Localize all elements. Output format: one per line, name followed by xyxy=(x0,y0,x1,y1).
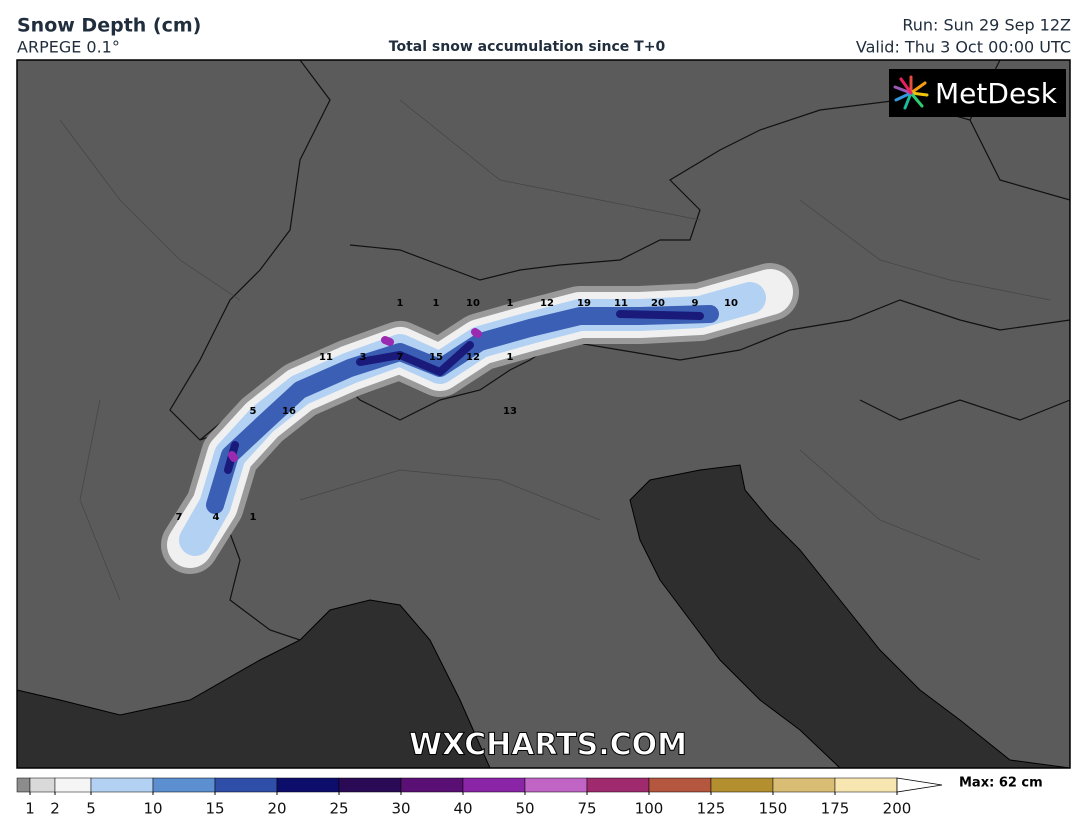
colorbar-segment xyxy=(338,777,402,793)
point-label: 16 xyxy=(282,406,296,417)
colorbar-tick-label: 1 xyxy=(25,800,35,818)
colorbar-tick-label: 75 xyxy=(577,800,596,818)
colorbar-tick-label: 5 xyxy=(86,800,96,818)
point-label: 7 xyxy=(397,352,404,363)
colorbar-segment xyxy=(648,777,712,793)
colorbar-segment xyxy=(462,777,526,793)
point-label: 12 xyxy=(466,352,480,363)
colorbar-segment xyxy=(400,777,464,793)
point-label: 7 xyxy=(176,512,183,523)
map-frame xyxy=(16,59,1071,769)
colorbar-under xyxy=(16,777,31,793)
colorbar-tick-label: 150 xyxy=(759,800,788,818)
point-label: 1 xyxy=(507,352,514,363)
point-label: 10 xyxy=(724,298,738,309)
colorbar-segment xyxy=(524,777,588,793)
point-label: 11 xyxy=(614,298,628,309)
point-label: 10 xyxy=(466,298,480,309)
point-label: 13 xyxy=(503,406,517,417)
colorbar-segment xyxy=(29,777,56,793)
colorbar-segment xyxy=(834,777,898,793)
point-label: 9 xyxy=(692,298,699,309)
colorbar-tick-label: 20 xyxy=(267,800,286,818)
model: ARPEGE 0.1° xyxy=(17,38,120,57)
colorbar-tick-label: 10 xyxy=(143,800,162,818)
colorbar-segment xyxy=(54,777,92,793)
colorbar-segment xyxy=(214,777,278,793)
title: Snow Depth (cm) xyxy=(17,15,201,37)
point-label: 4 xyxy=(213,512,220,523)
colorbar-tick-label: 175 xyxy=(821,800,850,818)
borders xyxy=(169,60,1070,641)
logo-mark xyxy=(893,75,929,110)
point-label: 19 xyxy=(577,298,591,309)
point-label: 1 xyxy=(507,298,514,309)
colorbar-tick-label: 40 xyxy=(453,800,472,818)
point-label: 3 xyxy=(360,352,367,363)
colorbar-segment xyxy=(710,777,774,793)
colorbar-segment xyxy=(152,777,216,793)
colorbar-tick-label: 25 xyxy=(329,800,348,818)
point-label: 5 xyxy=(250,406,257,417)
point-label: 1 xyxy=(397,298,404,309)
colorbar-segment xyxy=(90,777,154,793)
colorbar-tick-label: 50 xyxy=(515,800,534,818)
colorbar-over xyxy=(896,777,943,793)
colorbar-tick-label: 15 xyxy=(205,800,224,818)
colorbar-tick-label: 100 xyxy=(635,800,664,818)
valid-time: Valid: Thu 3 Oct 00:00 UTC xyxy=(856,38,1071,57)
watermark: WXCHARTS.COM xyxy=(409,728,687,763)
colorbar-tick-label: 200 xyxy=(883,800,912,818)
point-label: 1 xyxy=(433,298,440,309)
subtitle: Total snow accumulation since T+0 xyxy=(389,39,666,55)
snow-cover xyxy=(161,263,799,574)
colorbar-tick-label: 30 xyxy=(391,800,410,818)
sea-adriatic xyxy=(629,464,1070,768)
colorbar-segment xyxy=(772,777,836,793)
rivers xyxy=(59,99,1051,601)
colorbar-segment xyxy=(276,777,340,793)
logo-text: MetDesk xyxy=(935,77,1058,110)
run-time: Run: Sun 29 Sep 12Z xyxy=(902,16,1071,35)
sea-west xyxy=(17,599,491,768)
colorbar-segment xyxy=(586,777,650,793)
point-label: 1 xyxy=(250,512,257,523)
colorbar-tick-label: 2 xyxy=(50,800,60,818)
colorbar-tick-label: 125 xyxy=(697,800,726,818)
max-label: Max: 62 cm xyxy=(959,776,1043,791)
point-label: 15 xyxy=(429,352,443,363)
point-label: 20 xyxy=(651,298,665,309)
land xyxy=(17,60,1070,768)
point-label: 12 xyxy=(540,298,554,309)
point-label: 11 xyxy=(319,352,333,363)
